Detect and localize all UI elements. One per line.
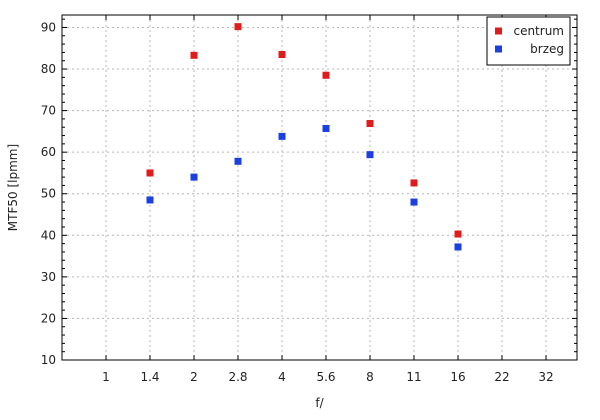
data-point-brzeg <box>190 173 198 181</box>
data-point-brzeg <box>454 243 462 251</box>
x-axis-title: f/ <box>315 396 324 410</box>
data-point-centrum <box>278 50 286 58</box>
data-point-brzeg <box>278 132 286 140</box>
x-tick-label: 8 <box>366 370 374 384</box>
x-tick-label: 32 <box>538 370 553 384</box>
x-tick-label: 5.6 <box>316 370 335 384</box>
legend-marker-brzeg <box>495 45 502 53</box>
x-tick-label: 16 <box>450 370 465 384</box>
data-point-brzeg <box>146 196 154 204</box>
x-tick-label: 1.4 <box>140 370 159 384</box>
data-point-centrum <box>366 119 374 127</box>
y-tick-label: 90 <box>41 20 56 34</box>
y-tick-label: 40 <box>41 228 56 242</box>
y-tick-label: 80 <box>41 62 56 76</box>
x-tick-label: 2 <box>190 370 198 384</box>
y-axis-title: MTF50 [lpmm] <box>6 144 20 231</box>
y-tick-label: 60 <box>41 145 56 159</box>
y-tick-label: 20 <box>41 311 56 325</box>
y-tick-label: 10 <box>41 353 56 367</box>
data-point-brzeg <box>234 157 242 165</box>
x-tick-label: 22 <box>494 370 509 384</box>
data-point-brzeg <box>410 198 418 206</box>
data-point-centrum <box>410 179 418 187</box>
data-point-brzeg <box>366 151 374 159</box>
x-tick-label: 11 <box>406 370 421 384</box>
legend: centrum brzeg <box>486 16 571 66</box>
x-tick-label: 2.8 <box>228 370 247 384</box>
data-point-brzeg <box>322 124 330 132</box>
x-tick-label: 4 <box>278 370 286 384</box>
y-tick-label: 70 <box>41 104 56 118</box>
legend-items: centrum brzeg <box>495 24 564 56</box>
plot-frame <box>61 14 578 361</box>
grid-layer <box>62 15 577 360</box>
y-tick-label: 50 <box>41 187 56 201</box>
data-point-centrum <box>454 230 462 238</box>
data-point-centrum <box>234 23 242 31</box>
x-tick-label: 1 <box>102 370 110 384</box>
data-point-centrum <box>322 71 330 79</box>
y-tick-label: 30 <box>41 270 56 284</box>
data-point-centrum <box>190 51 198 59</box>
ticks-layer <box>62 15 577 361</box>
data-points <box>146 23 462 251</box>
legend-box <box>486 16 571 66</box>
legend-label-brzeg: brzeg <box>530 42 564 56</box>
legend-marker-centrum <box>495 27 502 35</box>
tick-labels: 10 20 30 40 50 60 70 80 90 1 1.4 2 2.8 4 5.6 8 11 16 22 32 <box>41 20 554 384</box>
legend-label-centrum: centrum <box>513 24 564 38</box>
data-point-centrum <box>146 169 154 177</box>
